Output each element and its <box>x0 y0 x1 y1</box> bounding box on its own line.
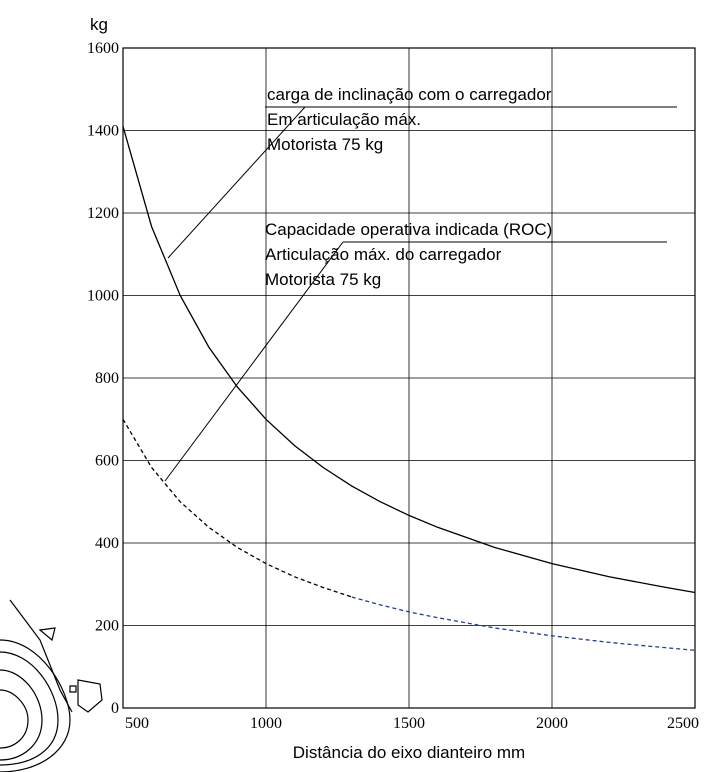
annotation: Articulação máx. do carregador <box>265 245 502 264</box>
x-tick-label: 2000 <box>536 715 568 732</box>
y-tick-label: 1000 <box>87 288 119 305</box>
curve <box>123 419 352 597</box>
annotation: Em articulação máx. <box>267 110 421 129</box>
y-tick-label: 400 <box>95 535 119 552</box>
x-tick-label: 1500 <box>393 715 425 732</box>
annotation: Motorista 75 kg <box>265 270 381 289</box>
y-unit: kg <box>90 15 108 34</box>
y-tick-label: 800 <box>95 370 119 387</box>
annotation: Capacidade operativa indicada (ROC) <box>265 220 552 239</box>
y-tick-label: 1400 <box>87 123 119 140</box>
wheel-illustration <box>0 600 102 772</box>
annotation: Motorista 75 kg <box>267 135 383 154</box>
x-tick-label: 1000 <box>250 715 282 732</box>
curve <box>352 597 695 650</box>
leader-lines <box>165 107 677 481</box>
y-tick-label: 1600 <box>87 40 119 57</box>
chart: kg Distância do eixo dianteiro mm 0 200 40… <box>0 0 706 772</box>
y-tick-label: 0 <box>111 700 119 717</box>
y-tick-label: 200 <box>95 618 119 635</box>
y-tick-label: 1200 <box>87 205 119 222</box>
x-tick-label: 2500 <box>667 715 699 732</box>
y-tick-label: 600 <box>95 453 119 470</box>
x-axis-label: Distância do eixo dianteiro mm <box>293 743 525 762</box>
x-tick-label: 500 <box>125 715 149 732</box>
annotation: carga de inclinação com o carregador <box>267 85 552 104</box>
